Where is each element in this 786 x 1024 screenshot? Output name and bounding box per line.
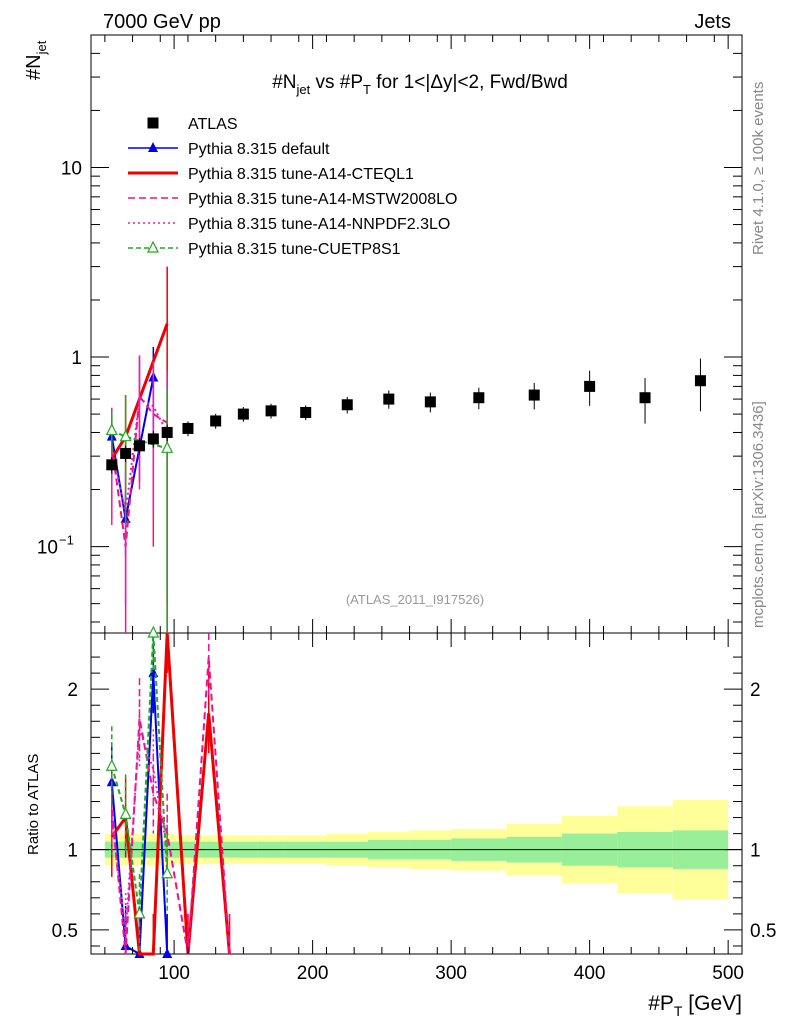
- ratio-marker: [147, 625, 160, 638]
- x-tick-label: 300: [435, 963, 467, 984]
- atlas-point: [265, 405, 277, 417]
- ratio-tick-label: 1: [67, 841, 78, 862]
- atlas-point: [341, 399, 353, 411]
- atlas-point: [210, 415, 222, 427]
- series-marker: [105, 423, 118, 436]
- legend-label: Pythia 8.315 tune-A14-CTEQL1: [188, 166, 414, 183]
- rivet-label: Rivet 4.1.0, ≥ 100k events: [750, 82, 767, 255]
- legend-atlas-marker: [147, 117, 159, 129]
- ratio-plot-frame: [90, 632, 743, 955]
- legend: ATLAS Pythia 8.315 default Pythia 8.315 tu…: [128, 116, 457, 258]
- atlas-point: [424, 396, 436, 408]
- atlas-point: [237, 408, 249, 420]
- main-series-layer: [105, 266, 174, 633]
- atlas-point: [133, 440, 145, 452]
- ratio-marker: [161, 866, 174, 879]
- legend-label: Pythia 8.315 default: [188, 141, 330, 158]
- ratio-tick-label: 1: [750, 841, 761, 862]
- header-left-label: 7000 GeV pp: [103, 11, 221, 33]
- legend-marker: [148, 142, 158, 152]
- x-tick-label: 500: [712, 963, 744, 984]
- ratio-tick-label: 2: [750, 680, 761, 701]
- source-label: mcplots.cern.ch [arXiv:1306.3436]: [750, 401, 767, 628]
- x-axis-label: #PT [GeV]: [648, 992, 742, 1019]
- ratio-marker: [105, 758, 118, 771]
- ratio-tick-label: 2: [67, 680, 78, 701]
- x-tick-label: 400: [574, 963, 606, 984]
- plot-title: #Njet vs #PT for 1<|Δy|<2, Fwd/Bwd: [272, 72, 568, 97]
- ratio-line: [110, 657, 231, 955]
- atlas-point: [639, 392, 651, 404]
- atlas-point: [300, 406, 312, 418]
- atlas-point: [473, 392, 485, 404]
- ratio-line: [110, 632, 231, 956]
- atlas-point: [182, 422, 194, 434]
- y-tick-label: 1: [71, 348, 82, 369]
- ratio-line: [110, 632, 169, 915]
- atlas-point: [106, 459, 118, 471]
- y-tick-exponent: −1: [59, 533, 74, 548]
- atlas-point: [694, 375, 706, 387]
- legend-label: Pythia 8.315 tune-A14-NNPDF2.3LO: [188, 216, 450, 233]
- ratio-series-layer: [105, 625, 231, 958]
- ratio-tick-label: 0.5: [52, 921, 78, 942]
- x-tick-label: 100: [158, 963, 190, 984]
- y-axis-label: #Njet: [23, 40, 49, 80]
- legend-label: ATLAS: [188, 116, 238, 133]
- legend-label: Pythia 8.315 tune-CUETP8S1: [188, 241, 401, 258]
- ratio-marker: [133, 906, 146, 919]
- ratio-tick-label: 0.5: [750, 921, 776, 942]
- series-marker: [119, 429, 132, 442]
- ratio-marker: [119, 807, 132, 819]
- header-right-label: Jets: [694, 11, 731, 33]
- ratio-marker: [162, 948, 173, 958]
- series-marker: [161, 440, 174, 453]
- atlas-point: [120, 447, 132, 459]
- y-tick-label: 10: [61, 158, 82, 179]
- ratio-y-axis-label: Ratio to ATLAS: [25, 754, 42, 855]
- atlas-point: [161, 426, 173, 438]
- atlas-point: [383, 393, 395, 405]
- analysis-tag: (ATLAS_2011_I917526): [346, 592, 484, 607]
- series-line: [110, 393, 168, 547]
- atlas-point: [147, 433, 159, 445]
- atlas-data-points: [106, 358, 706, 474]
- x-tick-label: 200: [297, 963, 329, 984]
- atlas-point: [584, 380, 596, 392]
- atlas-point: [528, 389, 540, 401]
- legend-marker: [147, 240, 159, 253]
- legend-label: Pythia 8.315 tune-A14-MSTW2008LO: [188, 191, 457, 208]
- y-tick-label: 10: [37, 538, 58, 559]
